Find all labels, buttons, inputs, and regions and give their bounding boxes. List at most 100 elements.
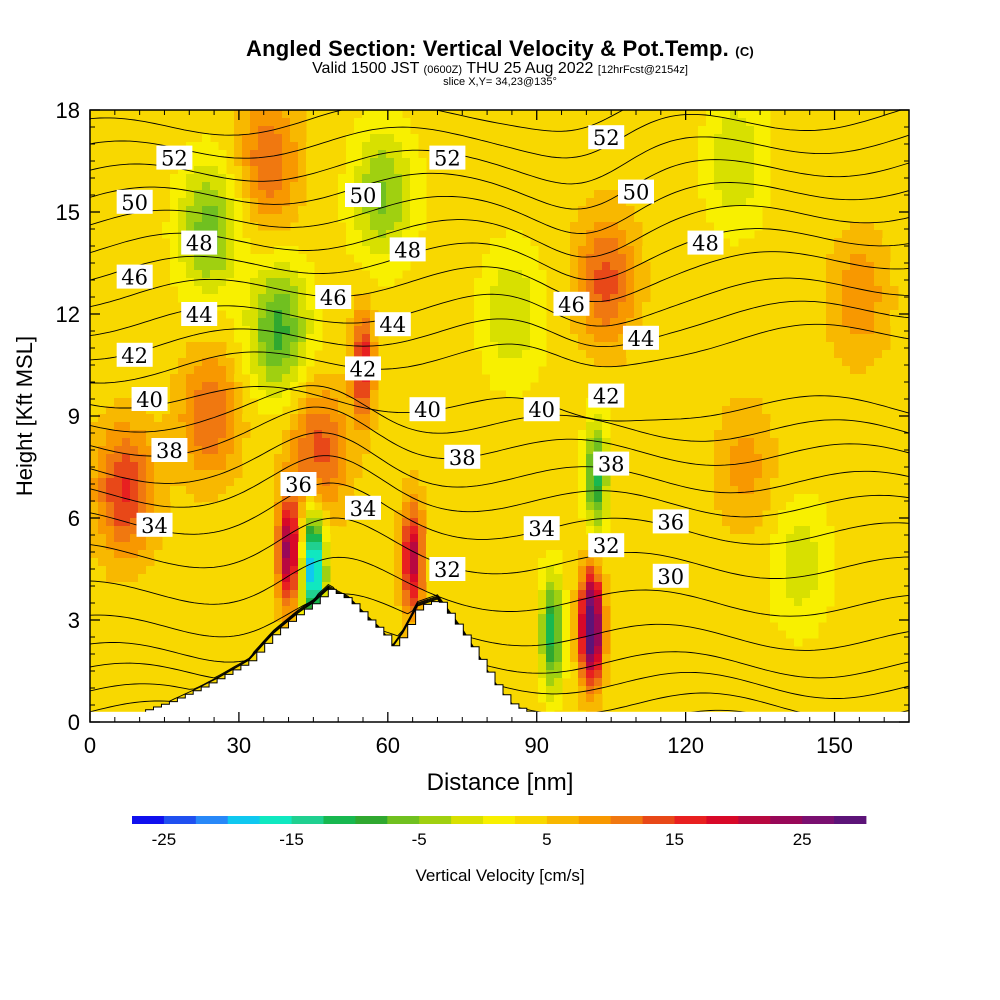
field-cell — [282, 598, 291, 607]
field-cell — [314, 534, 323, 543]
field-cell — [642, 246, 651, 255]
field-cell — [722, 110, 731, 119]
field-cell — [178, 206, 187, 215]
field-cell — [186, 270, 195, 279]
field-cell — [586, 654, 595, 663]
field-cell — [402, 518, 411, 527]
field-cell — [402, 526, 411, 535]
field-cell — [778, 550, 787, 559]
y-tick-label: 18 — [56, 98, 80, 123]
field-cell — [530, 350, 539, 359]
field-cell — [594, 510, 603, 519]
field-cell — [586, 694, 595, 703]
contour-label-box — [156, 145, 193, 170]
field-cell — [362, 310, 371, 319]
field-cell — [258, 166, 267, 175]
field-cell — [730, 502, 739, 511]
field-cell — [794, 590, 803, 599]
field-cell — [178, 214, 187, 223]
field-cell — [266, 374, 275, 383]
field-cell — [762, 166, 771, 175]
field-cell — [738, 134, 747, 143]
field-cell — [514, 358, 523, 367]
field-cell — [602, 246, 611, 255]
field-cell — [258, 198, 267, 207]
field-cell — [354, 142, 363, 151]
field-cell — [762, 158, 771, 167]
field-cell — [418, 158, 427, 167]
field-cell — [722, 206, 731, 215]
field-cell — [730, 222, 739, 231]
field-cell — [634, 302, 643, 311]
field-cell — [786, 614, 795, 623]
colorbar-swatch — [738, 816, 771, 824]
field-cell — [130, 502, 139, 511]
field-cell — [194, 334, 203, 343]
field-cell — [322, 430, 331, 439]
field-cell — [818, 590, 827, 599]
field-cell — [218, 406, 227, 415]
field-cell — [386, 190, 395, 199]
field-cell — [882, 342, 891, 351]
field-cell — [226, 182, 235, 191]
forecast-tag: [12hrFcst@2154z] — [597, 64, 688, 76]
field-cell — [346, 342, 355, 351]
field-cell — [858, 214, 867, 223]
field-cell — [794, 630, 803, 639]
field-cell — [850, 326, 859, 335]
field-cell — [290, 110, 299, 119]
field-cell — [98, 550, 107, 559]
field-cell — [874, 238, 883, 247]
field-cell — [354, 126, 363, 135]
field-cell — [826, 310, 835, 319]
field-cell — [234, 134, 243, 143]
field-cell — [146, 566, 155, 575]
field-cell — [394, 230, 403, 239]
field-cell — [250, 350, 259, 359]
field-cell — [242, 158, 251, 167]
field-cell — [114, 502, 123, 511]
field-cell — [586, 670, 595, 679]
field-cell — [210, 390, 219, 399]
field-cell — [578, 438, 587, 447]
field-cell — [98, 502, 107, 511]
field-cell — [162, 470, 171, 479]
field-cell — [114, 398, 123, 407]
field-cell — [274, 486, 283, 495]
field-cell — [282, 454, 291, 463]
field-cell — [578, 694, 587, 703]
field-cell — [362, 206, 371, 215]
field-cell — [226, 374, 235, 383]
field-cell — [202, 182, 211, 191]
field-cell — [826, 270, 835, 279]
field-cell — [378, 254, 387, 263]
field-cell — [290, 438, 299, 447]
field-cell — [210, 174, 219, 183]
field-cell — [330, 422, 339, 431]
field-cell — [330, 366, 339, 375]
field-cell — [314, 566, 323, 575]
field-cell — [234, 318, 243, 327]
field-cell — [314, 414, 323, 423]
field-cell — [194, 470, 203, 479]
field-cell — [882, 334, 891, 343]
field-cell — [586, 574, 595, 583]
field-cell — [202, 206, 211, 215]
field-cell — [410, 214, 419, 223]
field-cell — [274, 510, 283, 519]
field-cell — [738, 110, 747, 119]
contour-label-box — [116, 264, 153, 289]
field-cell — [530, 254, 539, 263]
field-cell — [394, 166, 403, 175]
contour-label-box — [181, 302, 218, 326]
field-cell — [498, 326, 507, 335]
field-cell — [770, 534, 779, 543]
field-cell — [754, 174, 763, 183]
field-cell — [394, 566, 403, 575]
field-cell — [578, 510, 587, 519]
field-cell — [306, 542, 315, 551]
field-cell — [394, 134, 403, 143]
field-cell — [570, 230, 579, 239]
field-cell — [282, 558, 291, 567]
field-cell — [770, 606, 779, 615]
